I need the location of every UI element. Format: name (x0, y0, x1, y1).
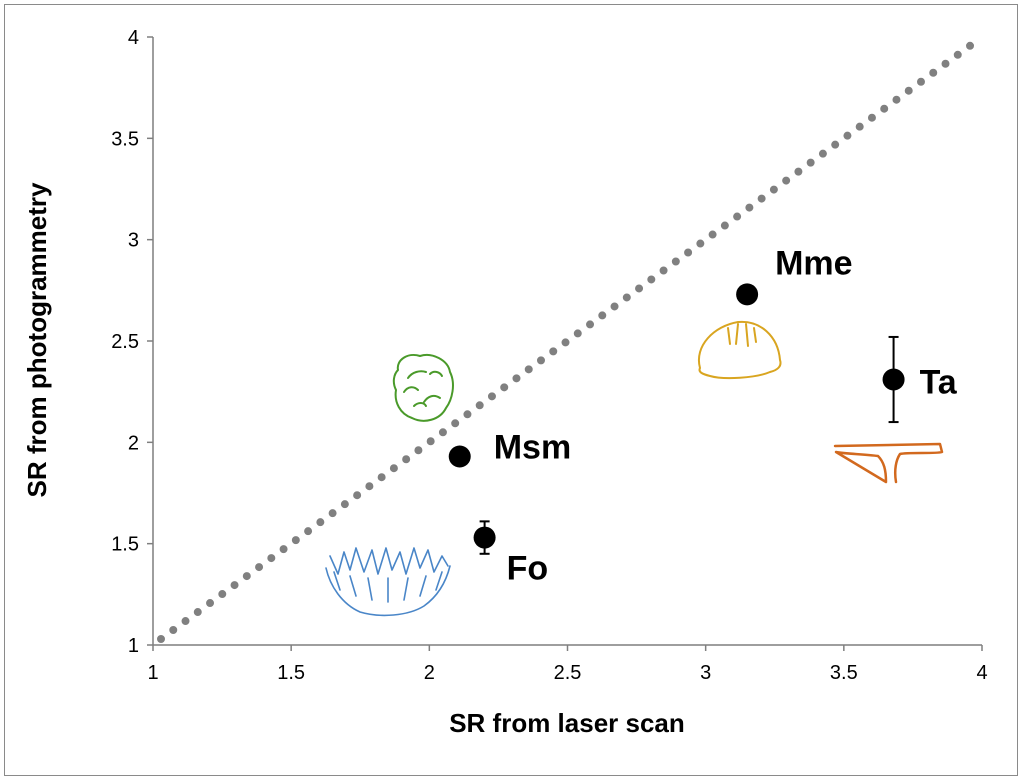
x-tick-label: 4 (976, 662, 987, 684)
data-point (736, 283, 759, 306)
data-point (882, 368, 905, 391)
foliose-coral-icon (325, 547, 451, 617)
y-tick-label: 3 (128, 230, 139, 252)
data-point (448, 445, 471, 468)
y-tick-label: 2.5 (111, 331, 139, 353)
y-ticks: 1 1.5 2 2.5 3 3.5 4 (111, 27, 153, 657)
dotted-identity-line (157, 33, 986, 643)
x-axis-title: SR from laser scan (449, 708, 685, 738)
table-coral-icon (833, 442, 944, 484)
point-label: Fo (507, 550, 549, 588)
dome-coral-icon (697, 320, 782, 380)
coral-illustrations (325, 320, 944, 617)
data-point (473, 526, 496, 549)
data-points (448, 283, 905, 555)
point-labels: Mme Ta Msm Fo (494, 244, 958, 587)
x-tick-label: 2.5 (554, 662, 582, 684)
chart-frame (4, 4, 1018, 776)
x-ticks: 1 1.5 2 2.5 3 3.5 4 (147, 645, 988, 684)
x-tick-label: 2 (424, 662, 435, 684)
point-label: Ta (920, 364, 958, 402)
y-tick-label: 3.5 (111, 128, 139, 150)
massive-coral-icon (392, 354, 454, 422)
identity-reference-line (157, 33, 986, 643)
x-tick-label: 3.5 (830, 662, 858, 684)
y-tick-label: 2 (128, 432, 139, 454)
y-tick-label: 4 (128, 27, 139, 49)
y-tick-label: 1 (128, 635, 139, 657)
point-label: Mme (775, 244, 852, 282)
y-axis-title: SR from photogrammetry (22, 182, 52, 497)
x-tick-label: 3 (700, 662, 711, 684)
point-label: Msm (494, 429, 571, 467)
x-tick-label: 1.5 (277, 662, 305, 684)
y-tick-label: 1.5 (111, 534, 139, 556)
x-tick-label: 1 (147, 662, 158, 684)
